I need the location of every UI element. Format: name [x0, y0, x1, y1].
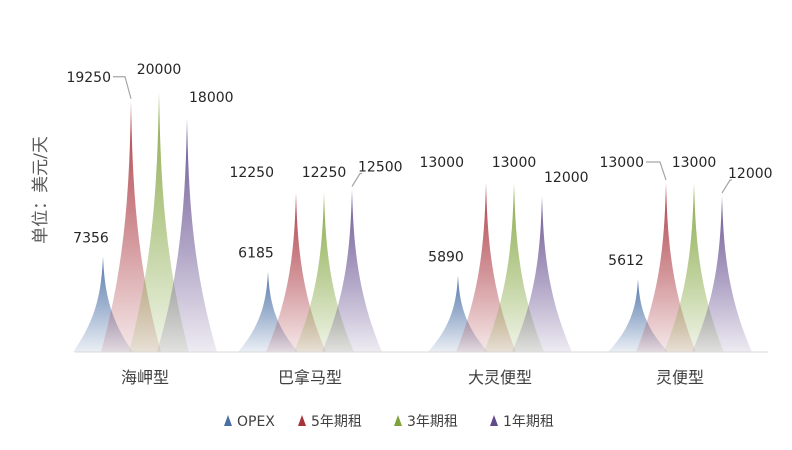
legend-marker-2	[298, 415, 306, 426]
data-label-4-cat-4: 12000	[728, 166, 773, 182]
data-label-1-cat-2: 6185	[238, 246, 274, 262]
legend-marker-1	[224, 415, 232, 426]
data-label-3-cat-3: 13000	[492, 155, 537, 171]
leader-line	[646, 161, 667, 181]
legend-marker-4	[490, 415, 498, 426]
leader-line	[721, 179, 732, 194]
cone-4-cat-2	[322, 189, 382, 352]
data-label-4-cat-3: 12000	[544, 170, 589, 186]
leader-line	[113, 76, 132, 99]
category-label-4: 灵便型	[656, 368, 704, 387]
data-labels: 7356 19250 20000 18000 6185 12250 12250 12500 58…	[66, 62, 772, 269]
cone-4-cat-1	[157, 118, 217, 352]
plot-area	[73, 92, 752, 352]
data-label-1-cat-3: 5890	[428, 249, 464, 265]
data-label-2-cat-4: 13000	[599, 155, 644, 171]
legend-marker-3	[394, 415, 402, 426]
cone-4-cat-3	[512, 196, 572, 352]
y-axis-title-group: 单位：美元/天	[31, 136, 51, 244]
category-labels: 海岬型 巴拿马型 大灵便型 灵便型	[121, 368, 704, 387]
legend-label-1: OPEX	[237, 414, 275, 430]
data-label-3-cat-2: 12250	[302, 165, 347, 181]
data-label-1-cat-1: 7356	[73, 230, 109, 246]
data-label-3-cat-1: 20000	[137, 62, 182, 78]
data-label-2-cat-1: 19250	[66, 70, 111, 86]
data-label-4-cat-2: 12500	[358, 160, 403, 176]
legend-label-2: 5年期租	[311, 414, 362, 430]
legend: OPEX 5年期租 3年期租 1年期租	[224, 414, 554, 430]
data-label-4-cat-1: 18000	[189, 90, 234, 106]
y-axis-title: 单位：美元/天	[31, 136, 51, 244]
data-label-2-cat-3: 13000	[419, 155, 464, 171]
data-label-3-cat-4: 13000	[672, 155, 717, 171]
category-label-1: 海岬型	[121, 368, 169, 387]
category-label-2: 巴拿马型	[278, 368, 342, 387]
data-label-1-cat-4: 5612	[608, 253, 644, 269]
leader-line	[351, 172, 362, 187]
data-label-2-cat-2: 12250	[229, 165, 274, 181]
legend-label-3: 3年期租	[407, 414, 458, 430]
legend-label-4: 1年期租	[503, 414, 554, 430]
category-label-3: 大灵便型	[468, 368, 532, 387]
cone-4-cat-4	[692, 196, 752, 352]
